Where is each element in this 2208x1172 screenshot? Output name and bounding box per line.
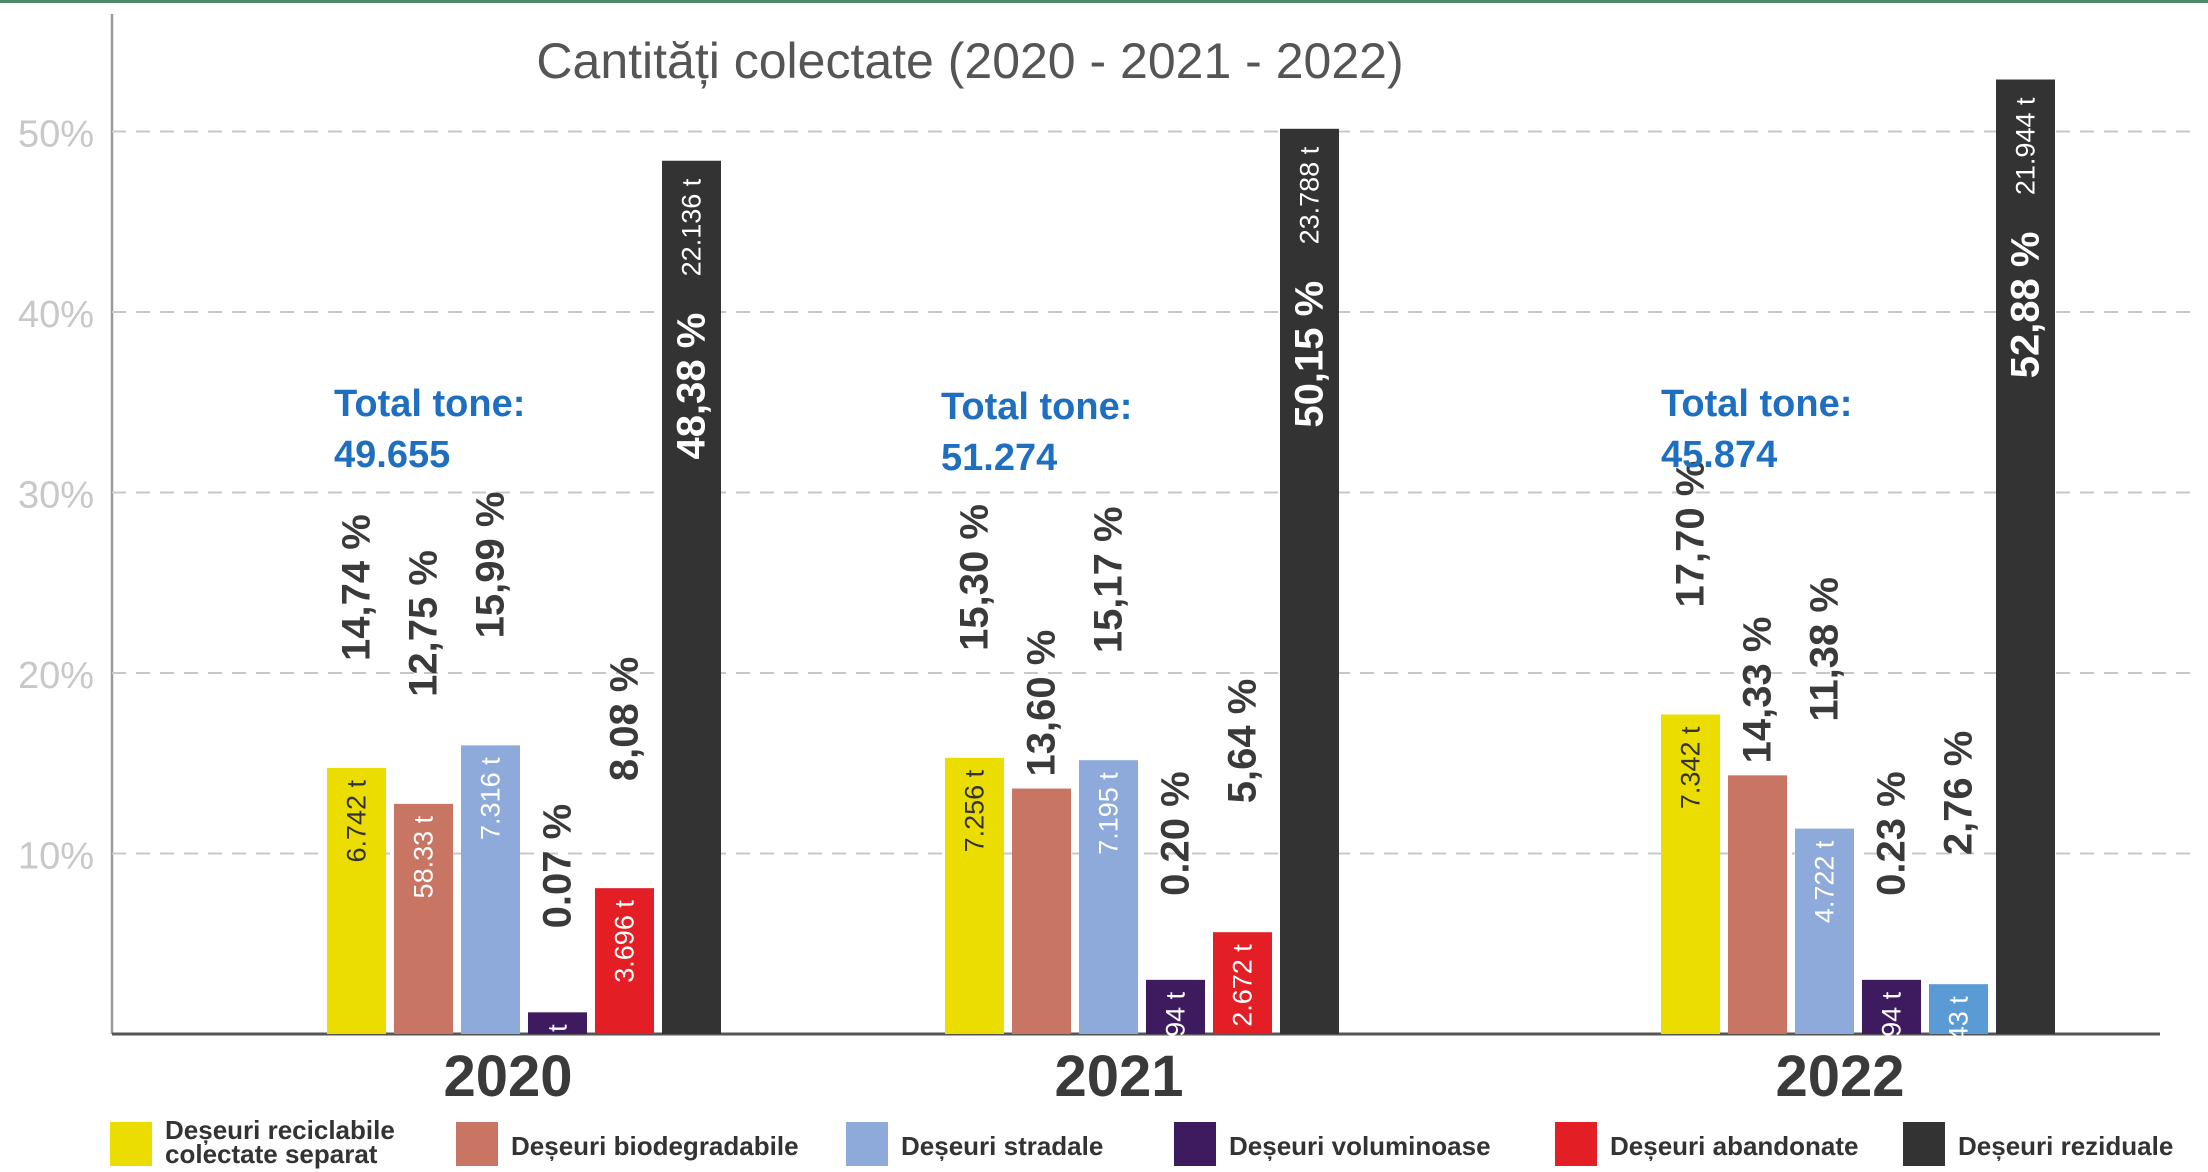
ton-label: 94 t	[1877, 991, 1907, 1037]
legend-label: Deșeuri biodegradabile	[511, 1131, 799, 1161]
category-label: 2021	[1054, 1044, 1183, 1109]
ton-label: 7.342 t	[1676, 726, 1706, 809]
bar	[595, 888, 654, 1034]
y-tick-label: 50%	[18, 114, 94, 156]
bar	[1661, 714, 1720, 1034]
ton-label: 32 t	[543, 1024, 573, 1070]
bar	[945, 757, 1004, 1034]
y-tick-label: 20%	[18, 655, 94, 697]
percent-label: 15,30 %	[953, 504, 997, 651]
percent-label: 52,88 %	[2004, 232, 2048, 379]
legend-label: Deșeuri reciclabile colectate separat	[165, 1115, 395, 1169]
ton-label: 22.136 t	[677, 178, 707, 276]
percent-label: 0.07 %	[536, 804, 580, 929]
bar	[1146, 979, 1205, 1034]
bar	[1012, 788, 1071, 1034]
percent-label: 14,74 %	[335, 514, 379, 661]
total-label: Total tone:	[334, 383, 525, 425]
bar	[1280, 128, 1339, 1035]
total-label: Total tone:	[941, 386, 1132, 428]
legend-swatch	[1903, 1122, 1945, 1166]
category-label: 2020	[443, 1044, 572, 1109]
top-border	[0, 0, 2208, 3]
y-tick-label: 30%	[18, 475, 94, 517]
legend-label: Deșeuri reziduale	[1958, 1131, 2173, 1161]
ton-label: 7.316 t	[476, 757, 506, 840]
percent-label: 17,70 %	[1669, 461, 1713, 608]
legend-label: Deșeuri voluminoase	[1229, 1131, 1491, 1161]
legend-swatch	[846, 1122, 888, 1166]
bar	[1728, 775, 1787, 1034]
y-tick-label: 40%	[18, 294, 94, 336]
legend-swatch	[456, 1122, 498, 1166]
bar	[1213, 932, 1272, 1034]
percent-label: 14,33 %	[1736, 617, 1780, 764]
bar	[1079, 760, 1138, 1034]
legend-label: Deșeuri stradale	[901, 1131, 1103, 1161]
percent-label: 5,64 %	[1221, 679, 1265, 804]
percent-label: 13,60 %	[1020, 630, 1064, 777]
ton-label: 7.195 t	[1094, 772, 1124, 855]
total-value: 51.274	[941, 437, 1057, 479]
percent-label: 8,08 %	[603, 657, 647, 782]
y-tick-label: 10%	[18, 836, 94, 878]
category-label: 2022	[1775, 1044, 1904, 1109]
percent-label: 15,99 %	[469, 492, 513, 639]
bar	[394, 803, 453, 1034]
percent-label: 12,75 %	[402, 550, 446, 697]
total-label: Total tone:	[1661, 383, 1852, 425]
percent-label: 50,15 %	[1288, 281, 1332, 428]
percent-label: 15,17 %	[1087, 506, 1131, 653]
bar	[1862, 979, 1921, 1034]
legend-label: Deșeuri abandonate	[1610, 1131, 1859, 1161]
ton-label: 6.742 t	[342, 779, 372, 862]
percent-label: 11,38 %	[1803, 577, 1847, 722]
bar	[1795, 828, 1854, 1034]
bar	[461, 745, 520, 1034]
ton-label: 3.696 t	[610, 900, 640, 983]
percent-label: 0.23 %	[1870, 771, 1914, 896]
percent-label: 48,38 %	[670, 313, 714, 460]
percent-label: 2,76 %	[1937, 731, 1981, 856]
ton-label: 23.788 t	[1295, 146, 1325, 244]
bar	[1996, 79, 2055, 1035]
percent-label: 0.20 %	[1154, 771, 1198, 896]
ton-label: 4.722 t	[1810, 840, 1840, 923]
ton-label: 2.672 t	[1228, 944, 1258, 1027]
bar	[528, 1012, 587, 1034]
total-value: 49.655	[334, 434, 450, 476]
ton-label: 21.944 t	[2011, 97, 2041, 195]
ton-label: 7.256 t	[960, 769, 990, 852]
legend-swatch	[110, 1122, 152, 1166]
bar	[1929, 984, 1988, 1034]
ton-label: 58.33 t	[409, 815, 439, 898]
total-value: 45.874	[1661, 434, 1777, 476]
ton-label: 94 t	[1161, 991, 1191, 1037]
legend-swatch	[1174, 1122, 1216, 1166]
ton-label: 1.143 t	[1944, 996, 1974, 1079]
bar	[662, 160, 721, 1035]
chart-title: Cantități colectate (2020 - 2021 - 2022)	[536, 33, 1403, 89]
bar	[327, 767, 386, 1034]
legend-swatch	[1555, 1122, 1597, 1166]
